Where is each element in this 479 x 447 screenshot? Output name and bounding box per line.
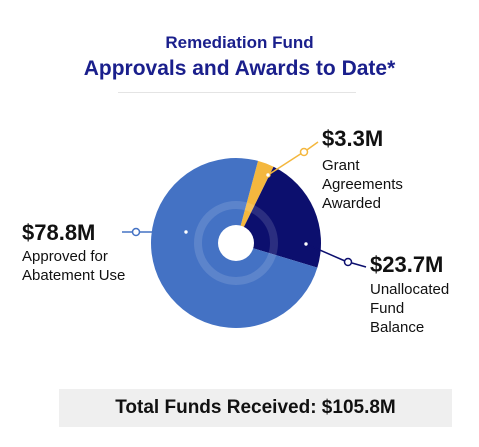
title-divider — [118, 92, 356, 93]
slice-name-line: Fund — [370, 300, 404, 317]
callout-approved — [122, 227, 189, 237]
slice-name-line: Awarded — [322, 195, 381, 212]
chart-subtitle: Approvals and Awards to Date* — [83, 57, 396, 80]
chart-title: Remediation Fund — [165, 33, 314, 52]
total-funds-label: Total Funds Received: $105.8M — [115, 397, 396, 418]
slice-name-label-approved: Approved for Abatement Use — [22, 248, 125, 284]
slice-name-label-grant: Grant Agreements Awarded — [322, 157, 407, 212]
slice-name-line: Balance — [370, 319, 424, 336]
donut-inner-ring — [194, 201, 278, 285]
slice-value-label-grant: $3.3M — [322, 126, 383, 151]
slice-name-line: Unallocated — [370, 281, 449, 298]
callout-grant — [265, 141, 319, 178]
donut-hole — [218, 225, 254, 261]
slice-name-label-unallocated: Unallocated Fund Balance — [370, 281, 453, 336]
slice-value-label-unallocated: $23.7M — [370, 252, 443, 277]
slice-name-line: Agreements — [322, 176, 403, 193]
pie-slice-unallocated — [236, 166, 321, 268]
slice-name-line: Grant — [322, 157, 360, 174]
slice-name-line: Approved for — [22, 248, 108, 265]
callout-unallocated — [303, 241, 367, 268]
slice-value-label-approved: $78.8M — [22, 220, 95, 245]
slice-name-line: Abatement Use — [22, 267, 125, 284]
pie-slice-grant — [236, 160, 274, 243]
total-funds-banner: Total Funds Received: $105.8M — [59, 389, 452, 427]
